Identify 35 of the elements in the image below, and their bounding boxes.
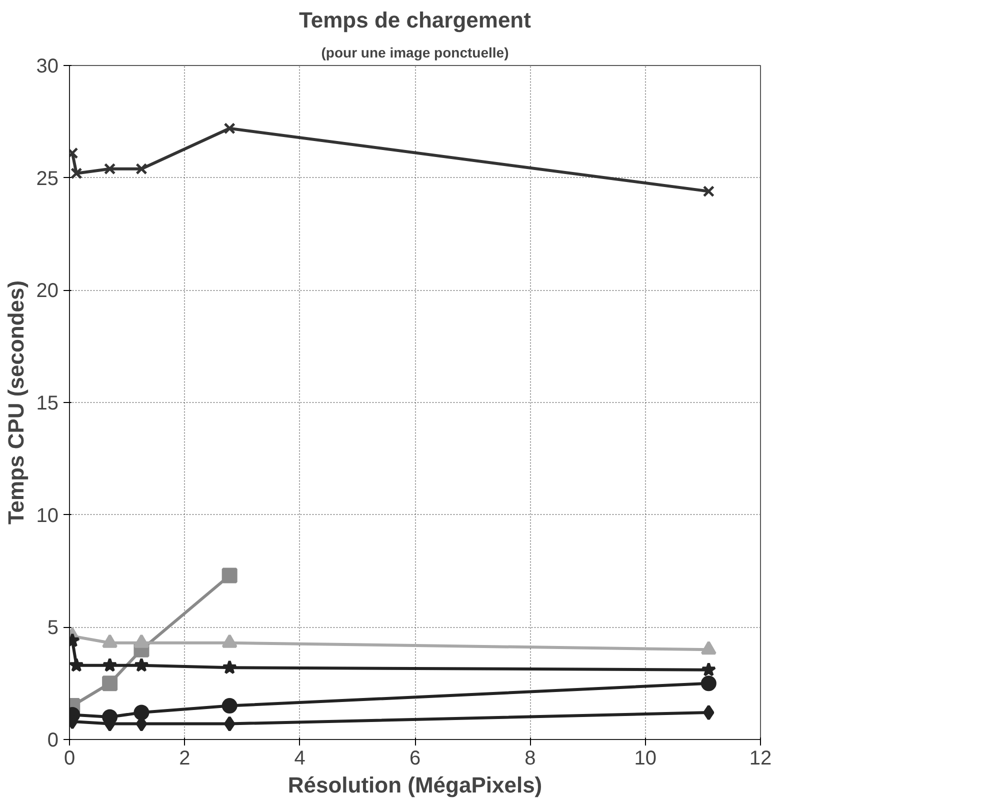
point xyxy=(222,568,238,584)
x-tick-label: 10 xyxy=(634,748,656,770)
x-tick-label: 6 xyxy=(409,748,421,770)
x-axis-title: Résolution (MégaPixels) xyxy=(288,772,542,798)
y-tick-label: 30 xyxy=(36,56,59,78)
point xyxy=(104,163,116,175)
y-tick-label: 25 xyxy=(36,168,59,190)
x-tick-label: 0 xyxy=(64,748,76,770)
point xyxy=(224,716,236,732)
point xyxy=(70,167,82,180)
point xyxy=(136,163,148,175)
point xyxy=(701,662,716,676)
x-tick-label: 4 xyxy=(294,748,306,770)
point xyxy=(702,185,715,198)
x-tick-label: 8 xyxy=(524,748,536,770)
point xyxy=(134,658,149,672)
point xyxy=(102,658,118,672)
y-tick-label: 0 xyxy=(47,730,58,752)
point xyxy=(102,676,118,692)
point xyxy=(222,660,238,674)
point xyxy=(134,704,150,720)
y-tick-label: 5 xyxy=(47,617,58,640)
y-tick-label: 15 xyxy=(36,392,59,414)
y-tick-label: 10 xyxy=(36,504,59,527)
x-tick-label: 12 xyxy=(749,748,772,770)
chart-title: Temps de chargement xyxy=(299,8,532,32)
point xyxy=(224,122,236,134)
y-axis-title: Temps CPU (secondes) xyxy=(3,280,28,525)
point xyxy=(222,698,238,714)
x-tick-label: 2 xyxy=(179,748,190,770)
point xyxy=(70,658,84,672)
point xyxy=(700,676,716,692)
point xyxy=(703,704,714,720)
chart-subtitle: (pour une image ponctuelle) xyxy=(321,44,509,60)
y-tick-label: 20 xyxy=(36,280,59,302)
